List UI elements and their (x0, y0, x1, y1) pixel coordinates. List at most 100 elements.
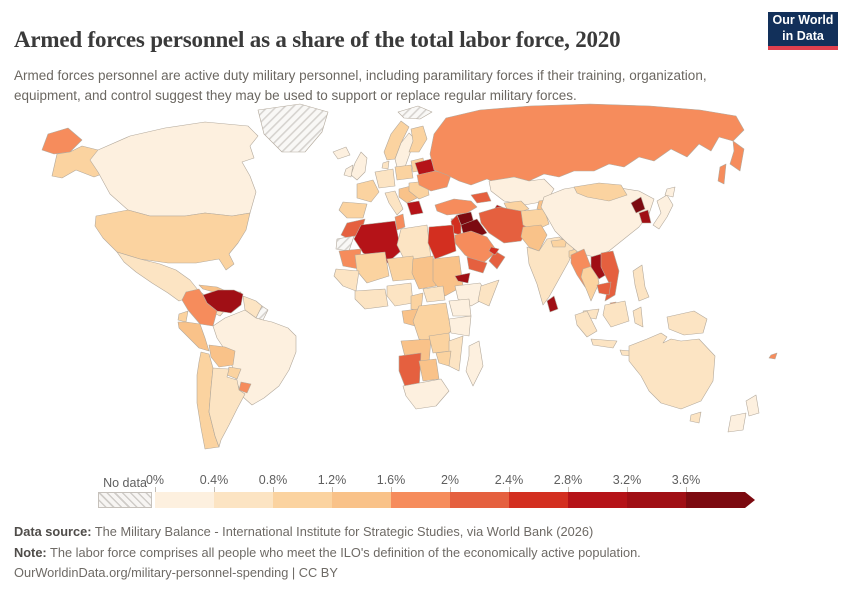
legend-bin[interactable]: 3.2% (613, 473, 686, 508)
country-indonesia-java[interactable] (590, 338, 618, 349)
country-madagascar[interactable] (465, 340, 484, 387)
no-data-swatch[interactable] (98, 492, 152, 508)
country-uruguay[interactable] (238, 381, 252, 394)
country-iceland[interactable] (332, 146, 351, 160)
legend-bin-label: 2.4% (494, 473, 524, 487)
country-chad[interactable] (411, 255, 437, 290)
country-denmark[interactable] (381, 160, 390, 170)
country-gulf-states[interactable] (488, 246, 500, 256)
chart-subtitle: Armed forces personnel are active duty m… (14, 67, 707, 104)
country-eritrea[interactable] (454, 272, 471, 284)
country-uganda-kenya[interactable] (448, 298, 472, 317)
country-svalbard[interactable] (397, 105, 433, 120)
country-zimbabwe[interactable] (435, 350, 452, 367)
country-fiji[interactable] (768, 352, 778, 360)
country-new-zealand-north[interactable] (745, 394, 760, 417)
legend-arrow-icon (745, 492, 755, 508)
country-somalia[interactable] (477, 279, 500, 307)
world-map (41, 103, 778, 450)
country-india[interactable] (526, 236, 575, 306)
country-vietnam[interactable] (600, 250, 620, 302)
legend-bin[interactable]: 2% (441, 473, 509, 508)
country-poland[interactable] (394, 164, 414, 181)
country-mali[interactable] (354, 251, 390, 284)
country-russia-sakhalin[interactable] (717, 163, 727, 185)
country-united-kingdom[interactable] (350, 151, 368, 181)
country-west-africa[interactable] (333, 268, 360, 292)
world-map-countries (41, 103, 778, 450)
country-peru[interactable] (177, 321, 210, 352)
country-caucasus[interactable] (470, 191, 492, 204)
country-botswana[interactable] (418, 358, 440, 382)
legend-bin[interactable]: 0.4% (200, 473, 273, 508)
country-zambia[interactable] (428, 332, 452, 354)
country-north-korea[interactable] (630, 196, 646, 214)
country-indonesia-borneo[interactable] (602, 300, 630, 328)
country-south-korea[interactable] (638, 209, 652, 224)
owid-logo: Our World in Data (768, 12, 838, 50)
country-norway[interactable] (383, 120, 410, 161)
country-saudi-arabia[interactable] (454, 230, 498, 266)
country-niger[interactable] (386, 255, 417, 282)
source-text: The Military Balance - International Ins… (91, 524, 594, 539)
country-mozambique[interactable] (448, 335, 464, 372)
no-data-label: No data (103, 476, 147, 490)
country-italy[interactable] (384, 190, 404, 216)
footer-url[interactable]: OurWorldinData.org/military-personnel-sp… (14, 565, 338, 581)
country-ecuador[interactable] (177, 310, 189, 323)
source-line: Data source: The Military Balance - Inte… (14, 522, 641, 543)
country-colombia[interactable] (181, 288, 218, 327)
country-yemen[interactable] (466, 256, 488, 274)
country-russia-chukotka[interactable] (41, 127, 83, 155)
legend-bin[interactable]: 3.6% (672, 473, 745, 508)
country-bolivia[interactable] (208, 344, 236, 368)
country-russia[interactable] (429, 103, 745, 186)
country-australia[interactable] (628, 332, 716, 410)
country-central-african-republic[interactable] (422, 285, 446, 303)
legend-bin[interactable]: 2.8% (554, 473, 627, 508)
country-oman[interactable] (488, 250, 506, 270)
country-ukraine[interactable] (416, 170, 452, 192)
country-south-africa[interactable] (402, 378, 450, 410)
url-line: OurWorldinData.org/military-personnel-sp… (14, 563, 641, 584)
country-libya[interactable] (396, 224, 432, 262)
legend-bin-label: 3.2% (612, 473, 642, 487)
country-iran[interactable] (478, 206, 530, 244)
country-sri-lanka[interactable] (546, 295, 559, 313)
country-france[interactable] (356, 179, 380, 203)
country-tunisia[interactable] (394, 213, 406, 231)
country-new-zealand-south[interactable] (727, 412, 747, 433)
country-greenland[interactable] (257, 103, 329, 153)
country-indonesia-sumatra[interactable] (574, 310, 598, 338)
country-tanzania[interactable] (448, 315, 472, 337)
country-cambodia[interactable] (596, 281, 612, 296)
country-finland[interactable] (408, 125, 428, 153)
country-australia-tasmania[interactable] (689, 411, 702, 424)
country-argentina[interactable] (208, 367, 246, 448)
country-japan-hokkaido[interactable] (664, 186, 676, 198)
legend-bin[interactable]: 0% (146, 473, 214, 508)
country-turkey[interactable] (434, 198, 478, 216)
country-nepal[interactable] (550, 238, 568, 248)
country-usa[interactable] (94, 209, 251, 271)
country-mongolia[interactable] (573, 182, 628, 202)
country-egypt[interactable] (427, 224, 457, 260)
legend-bin[interactable]: 0.8% (259, 473, 332, 508)
country-indonesia-sulawesi[interactable] (632, 306, 644, 328)
country-germany-central-europe[interactable] (374, 168, 396, 189)
country-greece[interactable] (406, 200, 424, 216)
legend-bin[interactable]: 1.2% (318, 473, 391, 508)
country-new-guinea[interactable] (666, 310, 708, 336)
country-japan[interactable] (652, 194, 674, 230)
country-gulf-of-guinea[interactable] (354, 288, 389, 310)
country-ireland[interactable] (343, 164, 354, 178)
country-canada[interactable] (89, 121, 259, 217)
country-russia-kamchatka[interactable] (729, 140, 745, 172)
country-philippines[interactable] (632, 264, 650, 302)
country-iberia[interactable] (338, 201, 368, 219)
legend-bin[interactable]: 2.4% (495, 473, 568, 508)
legend-bin[interactable]: 1.6% (377, 473, 450, 508)
country-nigeria[interactable] (386, 282, 414, 307)
country-western-sahara[interactable] (335, 235, 355, 252)
